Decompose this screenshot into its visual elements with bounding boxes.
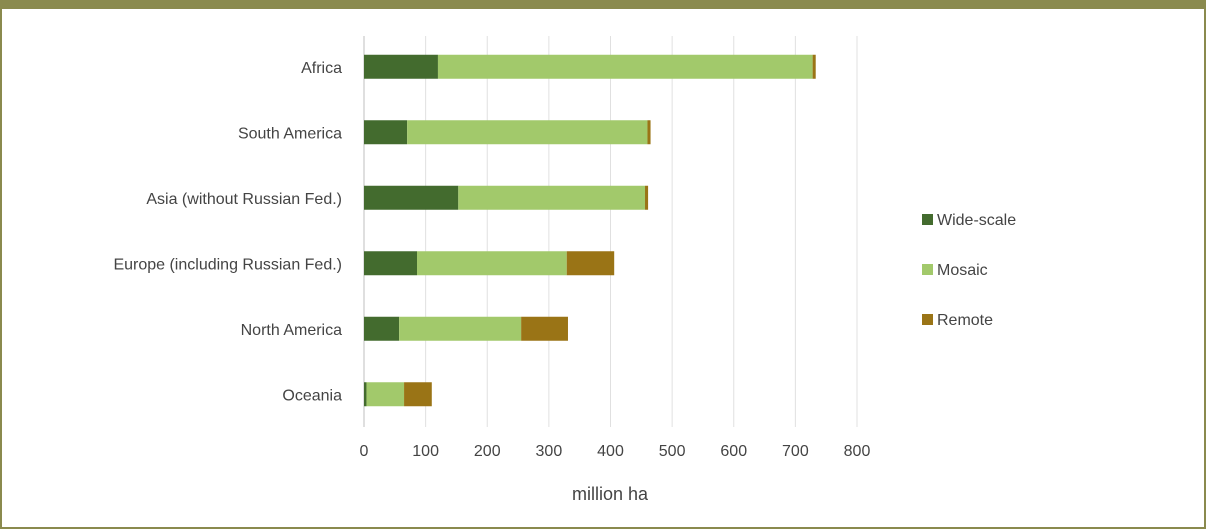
legend-swatch xyxy=(922,214,933,225)
x-tick-label: 500 xyxy=(659,443,686,460)
x-tick-label: 0 xyxy=(360,443,369,460)
x-tick-label: 700 xyxy=(782,443,809,460)
bar-remote xyxy=(813,55,816,79)
x-axis-title: million ha xyxy=(572,484,649,504)
bar-remote xyxy=(645,186,648,210)
bar-wide-scale xyxy=(364,251,417,275)
legend-swatch xyxy=(922,264,933,275)
bar-remote xyxy=(404,382,432,406)
x-tick-label: 800 xyxy=(844,443,871,460)
bar-wide-scale xyxy=(364,317,399,341)
x-tick-label: 600 xyxy=(720,443,747,460)
bar-mosaic xyxy=(417,251,567,275)
bar-wide-scale xyxy=(364,55,438,79)
legend-label: Wide-scale xyxy=(937,212,1016,229)
x-tick-labels: 0 100 200 300 400 500 600 700 800 xyxy=(360,443,871,460)
bar-remote xyxy=(647,120,650,144)
category-labels: Africa South America Asia (without Russian… xyxy=(113,60,342,405)
category-label: Oceania xyxy=(282,387,342,404)
gridlines xyxy=(364,36,857,427)
legend-swatch xyxy=(922,314,933,325)
x-tick-label: 400 xyxy=(597,443,624,460)
bar-mosaic xyxy=(407,120,647,144)
bar-remote xyxy=(521,317,568,341)
x-tick-label: 200 xyxy=(474,443,501,460)
legend-label: Remote xyxy=(937,312,993,329)
bar-wide-scale xyxy=(364,120,407,144)
category-label: Asia (without Russian Fed.) xyxy=(146,191,342,208)
legend: Wide-scale Mosaic Remote xyxy=(922,212,1016,329)
category-label: North America xyxy=(241,322,342,339)
bar-wide-scale xyxy=(364,382,366,406)
bar-wide-scale xyxy=(364,186,458,210)
bar-mosaic xyxy=(366,382,404,406)
category-label: Africa xyxy=(301,60,342,77)
bar-remote xyxy=(567,251,614,275)
bars xyxy=(364,55,816,407)
category-label: Europe (including Russian Fed.) xyxy=(113,256,342,273)
bar-mosaic xyxy=(458,186,645,210)
x-tick-label: 100 xyxy=(412,443,439,460)
x-tick-label: 300 xyxy=(536,443,563,460)
legend-label: Mosaic xyxy=(937,262,988,279)
bar-mosaic xyxy=(399,317,521,341)
bar-mosaic xyxy=(438,55,813,79)
category-label: South America xyxy=(238,125,342,142)
